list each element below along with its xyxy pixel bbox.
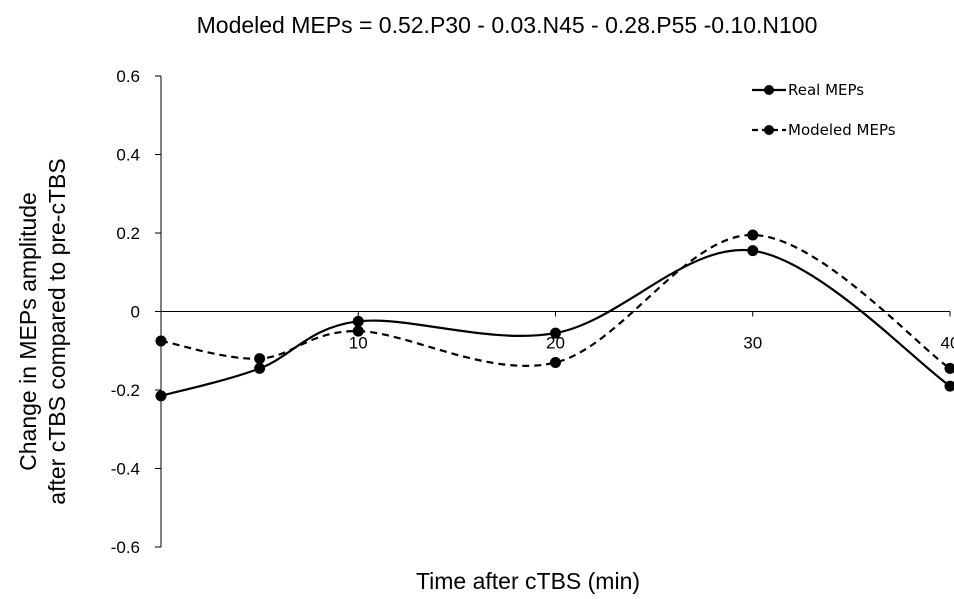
y-axis-title-line2: after cTBS compared to pre-cTBS bbox=[44, 158, 70, 504]
series-layer bbox=[155, 229, 954, 402]
data-point bbox=[352, 325, 364, 337]
x-tick-label: 20 bbox=[546, 334, 565, 353]
data-point bbox=[747, 229, 759, 241]
x-axis-ticks: 10 20 30 40 bbox=[349, 311, 954, 353]
legend-marker bbox=[764, 85, 774, 95]
data-point bbox=[155, 390, 167, 402]
legend-label: Modeled MEPs bbox=[788, 121, 896, 139]
x-axis-title: Time after cTBS (min) bbox=[416, 568, 640, 594]
data-point bbox=[550, 357, 561, 369]
legend-label: Real MEPs bbox=[788, 81, 864, 99]
x-tick-label: 10 bbox=[349, 334, 368, 353]
y-tick-label: 0.4 bbox=[116, 146, 140, 165]
data-point bbox=[254, 362, 266, 374]
data-point bbox=[747, 245, 759, 257]
y-axis-title-line1: Change in MEPs amplitude bbox=[15, 192, 41, 471]
y-tick-label: -0.6 bbox=[111, 538, 140, 557]
series-modeled-meps bbox=[155, 229, 954, 374]
legend: Real MEPs Modeled MEPs bbox=[752, 81, 896, 139]
series-real-meps bbox=[155, 245, 954, 402]
data-point bbox=[254, 353, 266, 365]
x-tick-label: 30 bbox=[743, 334, 762, 353]
data-point bbox=[352, 315, 364, 327]
data-point bbox=[155, 335, 167, 347]
y-tick-label: 0 bbox=[131, 303, 140, 322]
y-axis-ticks: 0.6 0.4 0.2 0 -0.2 -0.4 -0.6 bbox=[111, 67, 161, 557]
legend-item: Modeled MEPs bbox=[752, 121, 896, 139]
chart-title: Modeled MEPs = 0.52.P30 - 0.03.N45 - 0.2… bbox=[197, 12, 818, 38]
data-point bbox=[550, 327, 561, 339]
y-tick-label: -0.4 bbox=[111, 460, 140, 479]
y-tick-label: 0.6 bbox=[116, 67, 140, 86]
series-line bbox=[160, 248, 951, 397]
legend-marker bbox=[764, 125, 774, 135]
x-tick-label: 40 bbox=[941, 334, 954, 353]
y-tick-label: -0.2 bbox=[111, 381, 140, 400]
data-point bbox=[944, 362, 954, 374]
legend-item: Real MEPs bbox=[752, 81, 864, 99]
data-point bbox=[944, 380, 954, 392]
y-tick-label: 0.2 bbox=[116, 224, 140, 243]
